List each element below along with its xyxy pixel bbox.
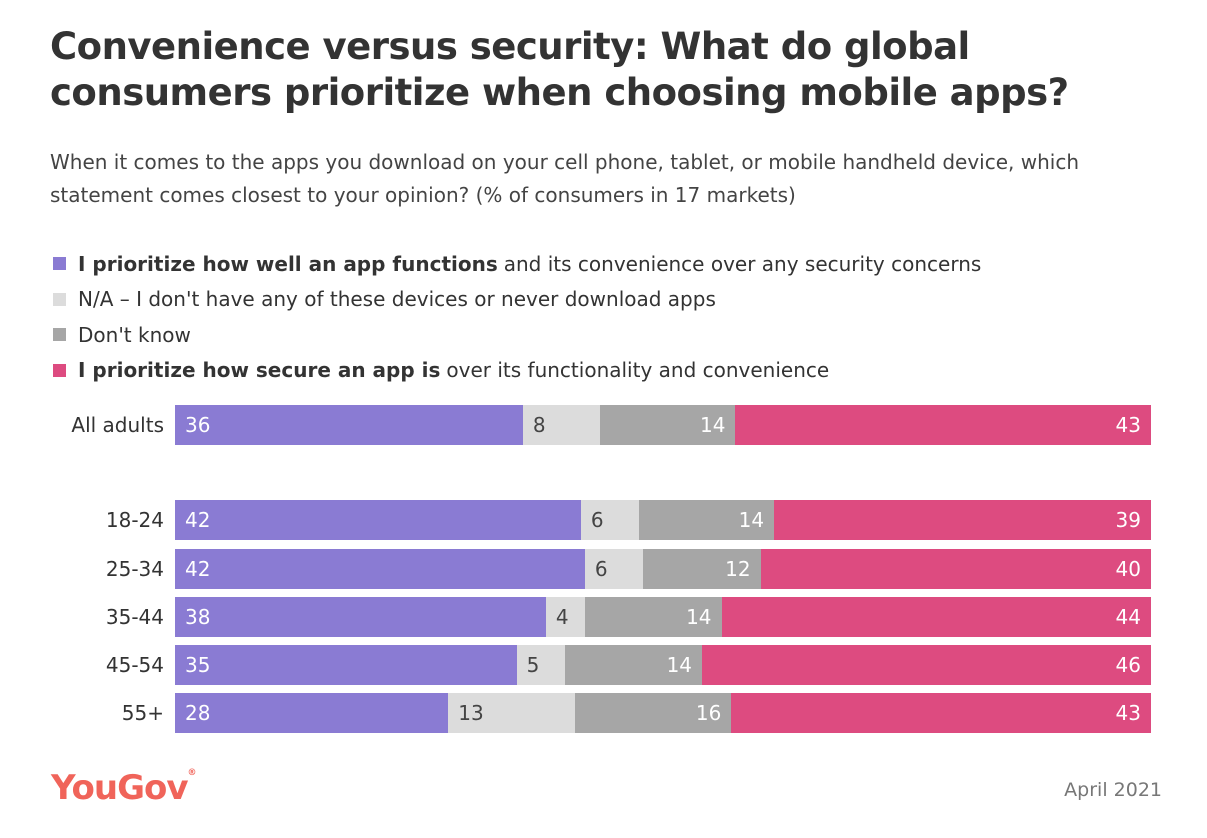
bar-segment: 14 — [565, 645, 703, 685]
bar-segment: 8 — [522, 405, 601, 445]
bar-segment: 14 — [584, 597, 722, 637]
legend-swatch — [53, 257, 66, 271]
bar-segment: 39 — [774, 500, 1151, 540]
category-label: 55+ — [121, 701, 164, 725]
bar-segment: 6 — [584, 549, 644, 589]
legend-label: Don't know — [78, 322, 191, 347]
legend: I prioritize how well an app functions an… — [53, 246, 981, 388]
legend-item: I prioritize how well an app functions an… — [53, 246, 981, 282]
bar-segment: 14 — [600, 405, 736, 445]
bar-segment: 44 — [721, 597, 1151, 637]
bar-segment: 12 — [643, 549, 761, 589]
bar-segment: 36 — [175, 405, 523, 445]
category-label: 45-54 — [105, 653, 164, 677]
bar-segment: 13 — [448, 693, 576, 733]
bar-segment: 14 — [638, 500, 775, 540]
bar-segment: 28 — [175, 693, 449, 733]
category-label: All adults — [71, 413, 164, 437]
bar-segment: 6 — [580, 500, 639, 540]
bar-segment: 42 — [175, 500, 581, 540]
date-label: April 2021 — [1064, 779, 1162, 801]
legend-swatch — [53, 363, 66, 377]
chart-title: Convenience versus security: What do glo… — [50, 25, 1069, 114]
bar-segment: 38 — [175, 597, 546, 637]
legend-label: over its functionality and convenience — [446, 358, 830, 383]
chart-subtitle: When it comes to the apps you download o… — [50, 150, 1080, 207]
bar-segment: 46 — [702, 645, 1151, 685]
legend-swatch — [53, 292, 66, 306]
legend-swatch — [53, 328, 66, 342]
legend-item: Don't know — [53, 317, 981, 353]
bar-segment: 16 — [575, 693, 732, 733]
legend-label-bold: I prioritize how secure an app is — [78, 358, 441, 383]
category-label: 25-34 — [105, 557, 164, 581]
legend-label: N/A – I don't have any of these devices … — [78, 287, 716, 312]
bar-segment: 40 — [760, 549, 1151, 589]
legend-item: I prioritize how secure an app is over it… — [53, 353, 981, 389]
legend-item: N/A – I don't have any of these devices … — [53, 282, 981, 318]
bar-segment: 5 — [516, 645, 566, 685]
legend-label-bold: I prioritize how well an app functions — [78, 251, 498, 276]
bar-segment: 4 — [545, 597, 585, 637]
category-label: 35-44 — [105, 605, 164, 629]
legend-label: and its convenience over any security co… — [503, 251, 982, 276]
bar-segment: 43 — [731, 693, 1151, 733]
bar-segment: 43 — [735, 405, 1151, 445]
yougov-logo: YouGov® — [51, 768, 197, 808]
bar-segment: 35 — [175, 645, 517, 685]
bar-segment: 42 — [175, 549, 585, 589]
category-label: 18-24 — [105, 508, 164, 532]
